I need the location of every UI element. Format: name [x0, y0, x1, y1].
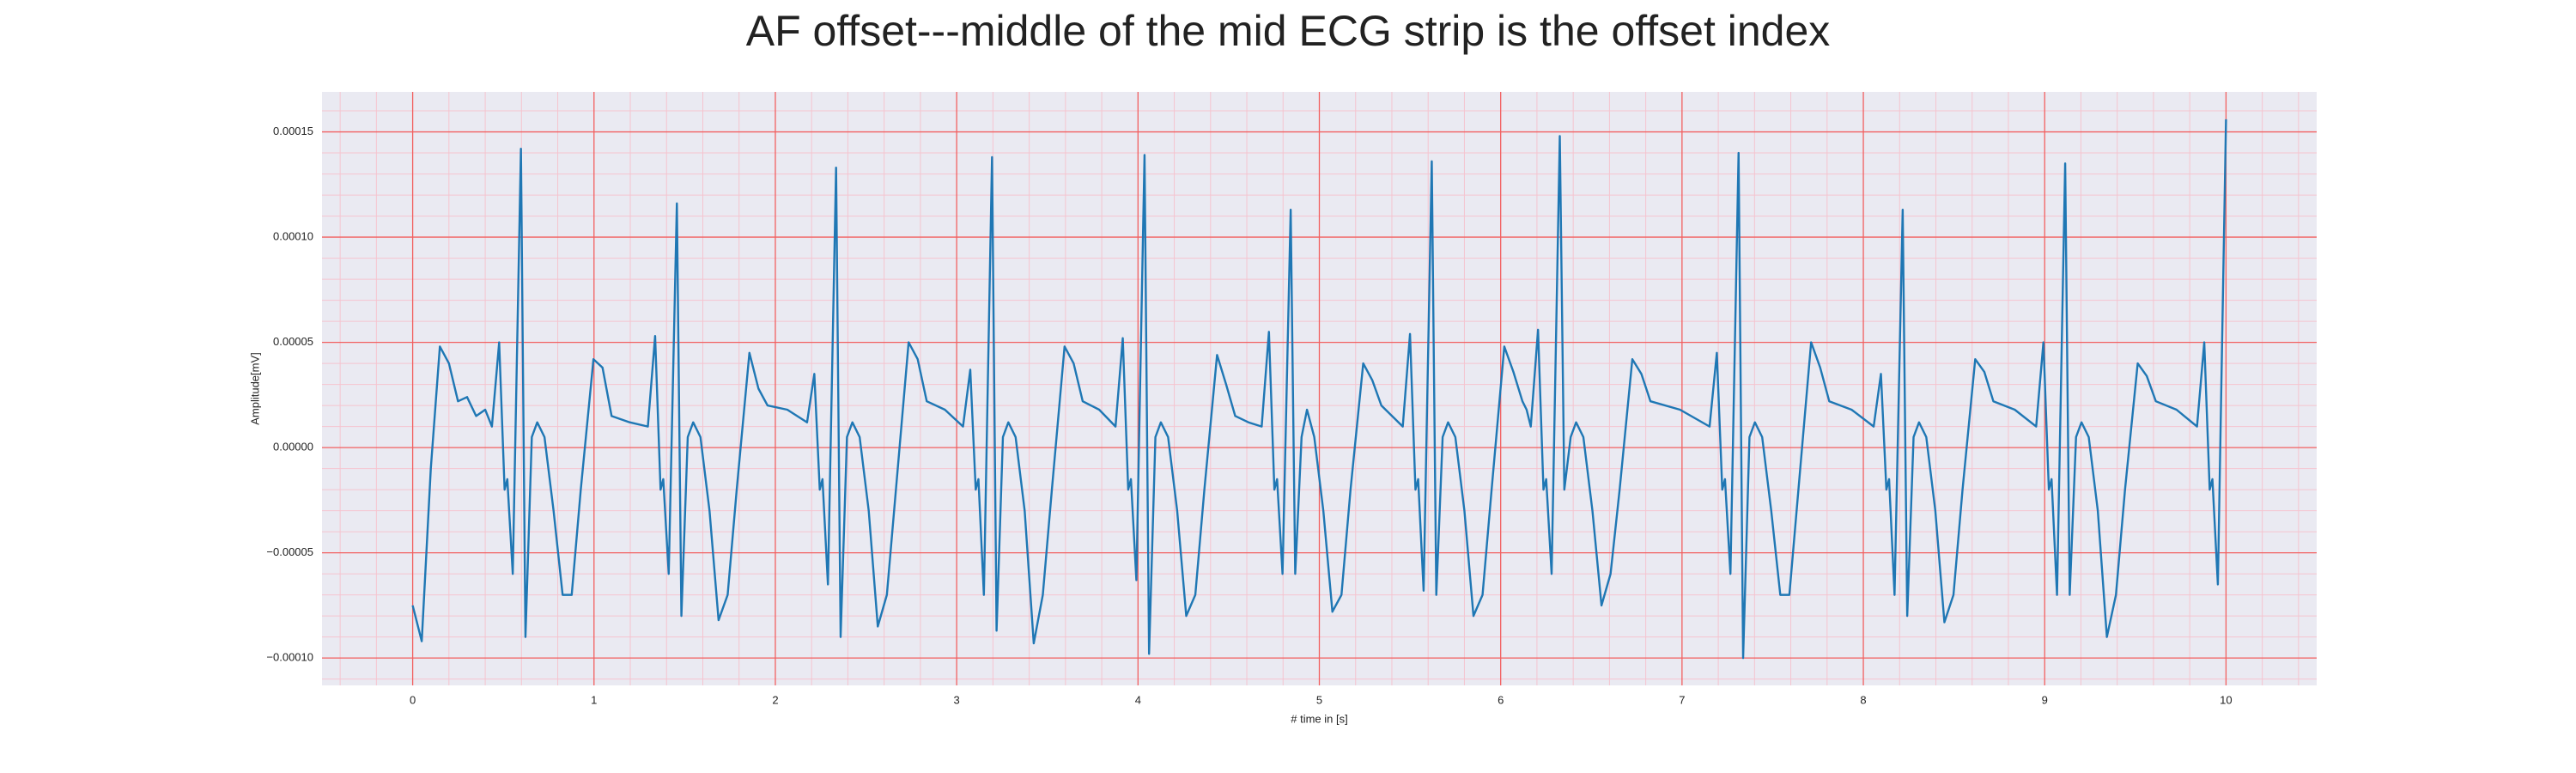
x-tick-label: 10 — [2220, 693, 2232, 706]
y-tick-label: −0.00005 — [266, 545, 313, 558]
x-tick-label: 3 — [954, 693, 960, 706]
ecg-line — [411, 119, 2227, 660]
x-tick-label: 8 — [1860, 693, 1866, 706]
x-tick-label: 5 — [1316, 693, 1322, 706]
x-tick-label: 6 — [1498, 693, 1504, 706]
chart-title: AF offset---middle of the mid ECG strip … — [746, 7, 1831, 55]
y-tick-label: −0.00010 — [266, 651, 313, 664]
x-axis-label: # time in [s] — [1291, 712, 1347, 725]
x-tick-label: 1 — [591, 693, 597, 706]
y-tick-label: 0.00005 — [273, 335, 313, 348]
y-tick-label: 0.00010 — [273, 230, 313, 243]
x-tick-label: 0 — [410, 693, 416, 706]
x-tick-label: 7 — [1679, 693, 1685, 706]
x-tick-label: 9 — [2042, 693, 2048, 706]
y-axis-label: Amplitude[mV] — [248, 352, 261, 425]
y-tick-label: 0.00000 — [273, 441, 313, 453]
x-tick-label: 2 — [772, 693, 778, 706]
x-tick-label: 4 — [1135, 693, 1141, 706]
y-tick-label: 0.00015 — [273, 125, 313, 137]
